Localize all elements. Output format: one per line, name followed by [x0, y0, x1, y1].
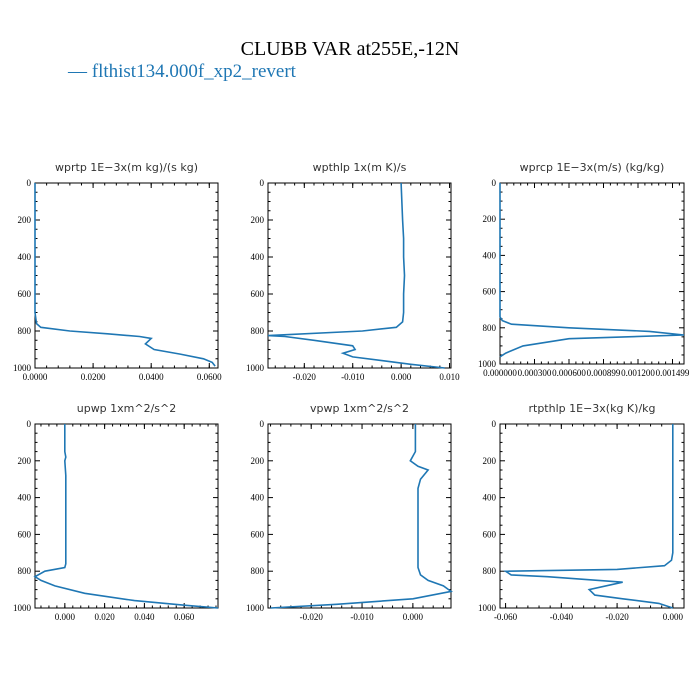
y-tick-label: 400: [251, 493, 265, 503]
x-tick-label: 0.001200: [621, 368, 655, 378]
y-tick-label: 400: [483, 250, 497, 260]
series-line: [34, 183, 216, 367]
y-tick-label: 400: [18, 493, 32, 503]
y-tick-label: 800: [18, 566, 32, 576]
x-tick-label: 0.010: [439, 372, 460, 382]
subplot-5: vpwp 1xm^2/s^2 0 200 400 600 800 1000 -0.020 -0.…: [246, 402, 453, 622]
x-tick-label: 0.000300: [518, 368, 552, 378]
series-line: [270, 424, 453, 609]
y-tick-label: 0: [27, 178, 32, 188]
y-tick-label: 800: [18, 326, 32, 336]
subplot-3: wprcp 1E−3x(m/s) (kg/kg) 0 200 400 600 800 100…: [478, 161, 690, 378]
x-tick-label: 0.000000: [483, 368, 517, 378]
plot-frame: [499, 182, 685, 365]
y-tick-label: 200: [251, 215, 265, 225]
x-tick-label: -0.010: [341, 372, 365, 382]
x-tick-label: 0.000: [55, 612, 76, 622]
y-tick-label: 1000: [13, 363, 32, 373]
x-tick-label: 0.060: [174, 612, 195, 622]
y-tick-label: 400: [483, 493, 497, 503]
x-tick-label: 0.0000: [23, 372, 48, 382]
legend-entry: — flthist134.000f_xp2_revert: [67, 61, 297, 82]
x-tick-label: 0.000: [663, 612, 684, 622]
x-tick-label: 0.0200: [81, 372, 106, 382]
series-line: [33, 424, 219, 609]
subplot-title: upwp 1xm^2/s^2: [77, 402, 177, 415]
y-tick-label: 0: [260, 178, 265, 188]
x-tick-label: -0.010: [350, 612, 374, 622]
series-line: [503, 424, 674, 609]
subplot-4: upwp 1xm^2/s^2 0 200 400 600 800 1000 0.000 0.02…: [13, 402, 219, 622]
plot-frame: [267, 182, 452, 369]
y-tick-label: 0: [260, 419, 265, 429]
x-tick-label: -0.020: [605, 612, 629, 622]
subplot-6: rtpthlp 1E−3x(kg K)/kg02004006008001000-…: [478, 402, 685, 622]
figure-title: CLUBB VAR at255E,-12N: [241, 38, 460, 60]
y-tick-label: 600: [18, 289, 32, 299]
subplot-1: wprtp 1E−3x(m kg)/(s kg) 0 200 400 600 800 100…: [13, 161, 222, 382]
y-tick-label: 1000: [478, 359, 497, 369]
y-tick-label: 1000: [246, 363, 265, 373]
x-tick-label: -0.060: [494, 612, 518, 622]
y-tick-label: 200: [483, 456, 497, 466]
subplot-title: wprtp 1E−3x(m kg)/(s kg): [55, 161, 198, 174]
subplot-title: wprcp 1E−3x(m/s) (kg/kg): [520, 161, 665, 174]
y-tick-label: 400: [18, 252, 32, 262]
y-tick-label: 0: [492, 419, 497, 429]
x-tick-label: 0.000: [391, 372, 412, 382]
y-tick-label: 600: [483, 529, 497, 539]
x-tick-label: -0.040: [550, 612, 574, 622]
y-tick-label: 600: [18, 529, 32, 539]
plot-frame: [34, 423, 219, 609]
x-tick-label: 0.000899: [587, 368, 621, 378]
y-tick-label: 800: [483, 323, 497, 333]
subplot-grid: wprtp 1E−3x(m kg)/(s kg) 0 200 400 600 800 100…: [13, 161, 690, 622]
x-tick-label: 0.000600: [552, 368, 586, 378]
y-tick-label: 1000: [13, 603, 32, 613]
x-tick-label: 0.000: [403, 612, 424, 622]
y-tick-label: 600: [483, 287, 497, 297]
subplot-title: vpwp 1xm^2/s^2: [310, 402, 409, 415]
x-tick-label: 0.0400: [139, 372, 164, 382]
x-tick-label: 0.020: [94, 612, 115, 622]
y-tick-label: 200: [18, 456, 32, 466]
y-tick-label: 800: [251, 326, 265, 336]
y-tick-label: 200: [483, 214, 497, 224]
x-tick-label: 0.0600: [197, 372, 222, 382]
y-tick-label: 800: [483, 566, 497, 576]
y-tick-label: 1000: [246, 603, 265, 613]
series-line: [267, 182, 445, 369]
y-tick-label: 600: [251, 289, 265, 299]
y-tick-label: 800: [251, 566, 265, 576]
series-line: [499, 183, 685, 358]
x-tick-label: 0.040: [134, 612, 155, 622]
subplot-title: wpthlp 1x(m K)/s: [313, 161, 407, 174]
x-tick-label: -0.020: [300, 612, 324, 622]
plot-frame: [34, 182, 219, 369]
subplot-2: wpthlp 1x(m K)/s 0 200 400 600 800 1000 -0.020 -…: [246, 161, 460, 382]
subplot-title: rtpthlp 1E−3x(kg K)/kg: [528, 402, 655, 415]
plot-frame: [267, 423, 452, 609]
y-tick-label: 1000: [478, 603, 497, 613]
y-tick-label: 0: [27, 419, 32, 429]
y-tick-label: 400: [251, 252, 265, 262]
y-tick-label: 0: [492, 178, 497, 188]
x-tick-label: -0.020: [293, 372, 317, 382]
x-tick-label: 0.001499: [656, 368, 690, 378]
y-tick-label: 200: [251, 456, 265, 466]
y-tick-label: 200: [18, 215, 32, 225]
y-tick-label: 600: [251, 529, 265, 539]
